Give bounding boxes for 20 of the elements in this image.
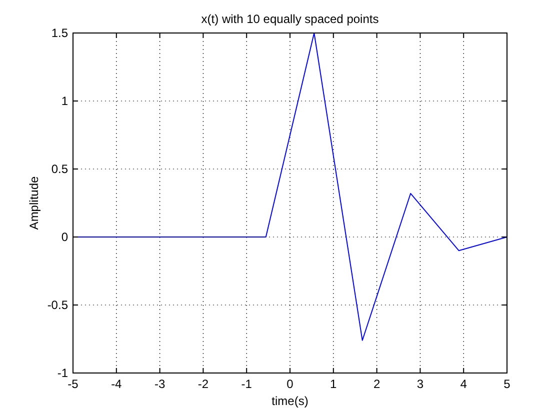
x-tick-label: -1 — [241, 377, 252, 391]
y-tick-label: -1 — [57, 366, 68, 380]
y-tick-label: 1.5 — [51, 26, 68, 40]
x-tick-label: 2 — [373, 377, 380, 391]
y-axis-title: Amplitude — [27, 176, 41, 230]
x-axis-title: time(s) — [272, 394, 308, 408]
y-tick-label: 0 — [61, 230, 68, 244]
y-tick-label: 1 — [61, 94, 68, 108]
x-tick-label: 0 — [286, 377, 294, 391]
x-tick-label: -2 — [198, 377, 209, 391]
chart-title: x(t) with 10 equally spaced points — [201, 12, 379, 26]
x-tick-label: 5 — [504, 377, 511, 391]
x-tick-label: -4 — [111, 377, 122, 391]
x-tick-label: -5 — [68, 377, 79, 391]
x-tick-label: 3 — [416, 377, 424, 391]
y-tick-label: 0.5 — [51, 162, 68, 176]
x-tick-label: 1 — [330, 377, 338, 391]
x-tick-label: -3 — [154, 377, 166, 391]
x-tick-label: 4 — [460, 377, 468, 391]
y-tick-label: -0.5 — [47, 298, 68, 312]
